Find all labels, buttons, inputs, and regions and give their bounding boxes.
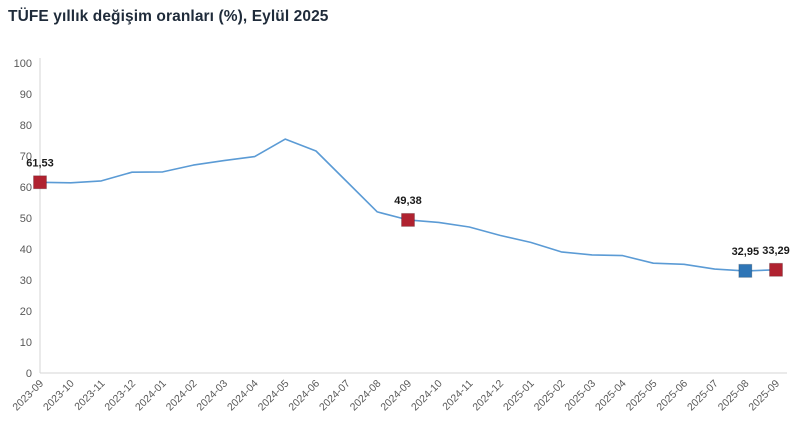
y-axis-tick-label: 70 [20, 151, 32, 163]
x-axis-tick-label: 2024-04 [225, 378, 261, 414]
data-point-marker-2023-09 [33, 175, 47, 190]
x-axis-tick-label: 2024-08 [348, 378, 384, 414]
x-axis-tick-label: 2025-07 [685, 378, 721, 414]
y-axis-tick-label: 90 [20, 89, 32, 101]
x-axis-tick-label: 2025-01 [501, 378, 537, 414]
x-axis-tick-label: 2025-03 [562, 378, 598, 414]
data-point-label-2024-09: 49,38 [394, 195, 422, 207]
x-axis-tick-label: 2024-07 [317, 378, 353, 414]
y-axis-tick-label: 30 [20, 275, 32, 287]
data-point-marker-2025-08 [738, 263, 753, 278]
x-axis-tick-label: 2024-10 [409, 378, 445, 414]
data-point-marker-2024-09 [401, 212, 415, 227]
x-axis-tick-label: 2023-11 [72, 378, 107, 413]
y-axis-tick-label: 100 [14, 58, 32, 70]
data-point-marker-2025-09 [769, 262, 783, 277]
x-axis-tick-label: 2023-12 [102, 378, 138, 414]
data-point-label-2023-09: 61,53 [26, 157, 54, 169]
x-axis-tick-label: 2025-02 [532, 378, 568, 414]
y-axis-tick-label: 40 [20, 244, 32, 256]
x-axis-tick-label: 2024-05 [256, 378, 292, 414]
x-axis-tick-label: 2023-10 [41, 378, 77, 414]
x-axis-tick-label: 2024-01 [133, 378, 169, 414]
x-axis-tick-label: 2025-05 [624, 378, 660, 414]
y-axis-tick-label: 10 [20, 337, 32, 349]
y-axis-tick-label: 80 [20, 120, 32, 132]
x-axis-tick-label: 2025-06 [654, 378, 690, 414]
data-point-label-2025-08: 32,95 [732, 246, 760, 258]
x-axis-tick-label: 2024-09 [378, 378, 414, 414]
page-title: TÜFE yıllık değişim oranları (%), Eylül … [8, 8, 329, 25]
x-axis-tick-label: 2025-09 [746, 378, 782, 414]
y-axis-tick-label: 50 [20, 213, 32, 225]
x-axis-tick-label: 2024-12 [470, 378, 506, 414]
x-axis-tick-label: 2024-03 [194, 378, 230, 414]
y-axis-tick-label: 20 [20, 306, 32, 318]
y-axis-tick-label: 0 [26, 368, 32, 380]
x-axis-tick-label: 2024-06 [286, 378, 322, 414]
x-axis-tick-label: 2025-08 [716, 378, 752, 414]
x-axis-tick-label: 2023-09 [10, 378, 46, 414]
y-axis-tick-label: 60 [20, 182, 32, 194]
x-axis-tick-label: 2025-04 [593, 378, 629, 414]
x-axis-tick-label: 2024-02 [164, 378, 200, 414]
data-point-label-2025-09: 33,29 [762, 245, 790, 257]
x-axis-tick-label: 2024-11 [440, 378, 475, 413]
